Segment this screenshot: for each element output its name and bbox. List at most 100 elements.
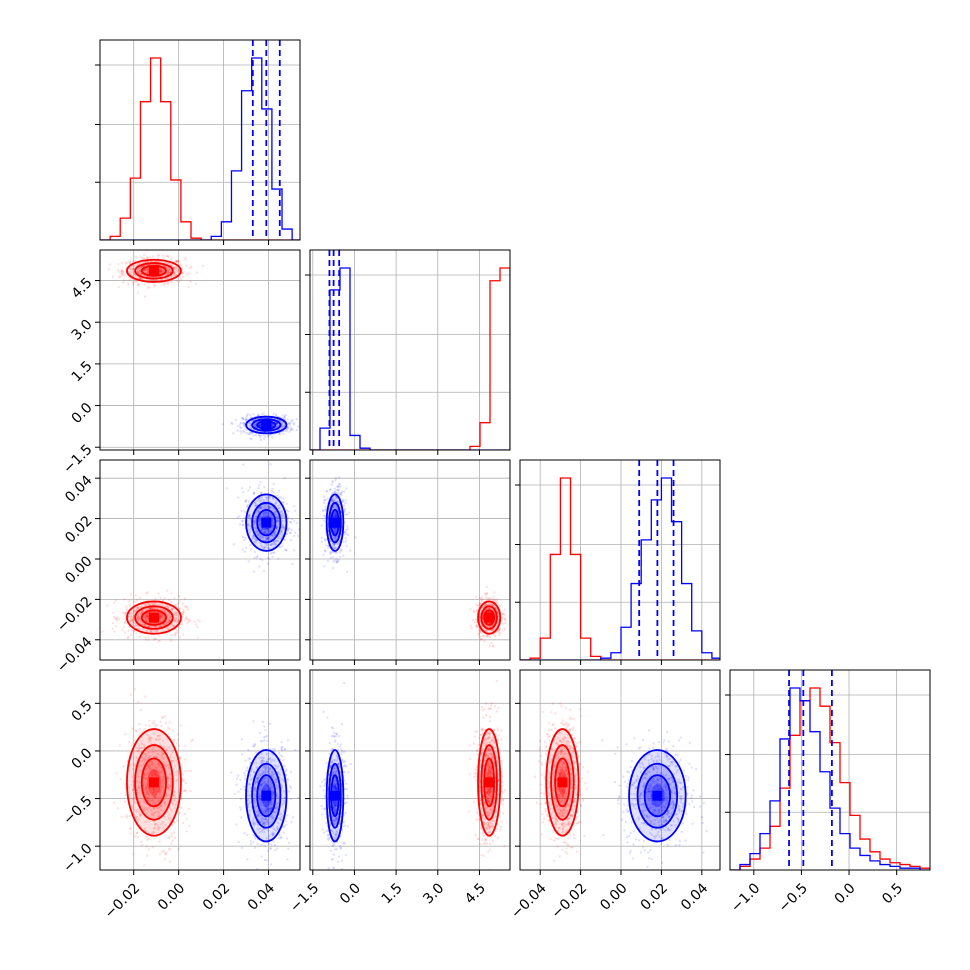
scatter-point (265, 807, 268, 811)
scatter-point (158, 272, 162, 275)
scatter-point (253, 786, 257, 789)
scatter-point (490, 628, 494, 632)
scatter-point (150, 832, 154, 835)
scatter-point (256, 815, 259, 818)
scatter-point (130, 270, 133, 273)
scatter-point (332, 506, 336, 509)
scatter-point (156, 254, 160, 258)
scatter-point (168, 619, 171, 623)
scatter-point (169, 848, 172, 851)
scatter-point (286, 739, 290, 742)
scatter-point (256, 555, 259, 558)
scatter-point (271, 423, 274, 426)
scatter-point (271, 521, 274, 525)
panel-2-2 (515, 459, 721, 665)
scatter-point (331, 492, 334, 495)
scatter-point (261, 528, 264, 532)
scatter-point (236, 429, 239, 432)
scatter-point (176, 733, 180, 736)
scatter-point (252, 413, 255, 416)
scatter-point (174, 265, 178, 269)
scatter-point (249, 786, 253, 790)
scatter-point (239, 778, 242, 782)
scatter-point (136, 284, 140, 287)
scatter-point (154, 771, 158, 774)
y-tick-label: 4.5 (69, 275, 96, 302)
scatter-point (258, 797, 262, 801)
scatter-point (168, 620, 171, 623)
scatter-point (264, 536, 268, 539)
scatter-point (137, 270, 140, 274)
scatter-point (277, 496, 281, 499)
scatter-point (487, 598, 491, 601)
scatter-point (260, 783, 263, 786)
scatter-point (333, 512, 337, 515)
scatter-point (280, 422, 284, 426)
scatter-point (261, 821, 264, 824)
scatter-point (159, 270, 162, 274)
scatter-point (176, 769, 179, 773)
scatter-point (175, 774, 178, 777)
scatter-point (166, 614, 170, 617)
scatter-point (249, 518, 252, 522)
scatter-point (134, 255, 137, 259)
scatter-point (323, 539, 327, 542)
scatter-point (331, 497, 334, 500)
scatter-point (328, 488, 332, 491)
scatter-point (270, 802, 273, 805)
scatter-point (158, 737, 162, 741)
scatter-point (120, 815, 123, 818)
scatter-point (485, 603, 488, 607)
scatter-point (256, 842, 259, 846)
scatter-point (497, 614, 500, 617)
scatter-point (337, 488, 341, 492)
scatter-point (343, 531, 346, 534)
scatter-point (249, 413, 252, 417)
scatter-point (153, 750, 157, 753)
scatter-point (134, 280, 137, 283)
scatter-point (164, 853, 168, 856)
scatter-point (268, 808, 271, 812)
scatter-point (259, 521, 262, 525)
scatter-point (272, 749, 276, 753)
scatter-point (149, 768, 152, 771)
scatter-point (149, 606, 152, 610)
scatter-point (182, 275, 185, 278)
panel-3-0: −0.02 0.00 0.02 0.04−1.0−0.50.00.5 (60, 669, 301, 922)
scatter-point (483, 593, 487, 596)
scatter-point (189, 619, 192, 622)
scatter-point (333, 531, 337, 535)
scatter-point (138, 277, 141, 280)
scatter-point (158, 619, 162, 623)
scatter-point (256, 776, 260, 780)
scatter-point (280, 786, 283, 789)
scatter-point (136, 268, 139, 272)
scatter-point (248, 513, 251, 517)
scatter-point (181, 633, 185, 636)
scatter-point (264, 812, 268, 815)
panel-1-0: −1.50.01.53.04.5 (60, 249, 301, 477)
scatter-point (139, 811, 142, 815)
scatter-point (338, 551, 342, 554)
scatter-point (269, 863, 273, 866)
scatter-point (165, 748, 168, 751)
scatter-point (252, 520, 256, 524)
scatter-point (246, 858, 249, 861)
scatter-point (172, 831, 175, 834)
scatter-point (128, 814, 132, 818)
scatter-point (257, 520, 261, 523)
scatter-point (247, 432, 250, 436)
scatter-point (146, 612, 150, 616)
scatter-point (184, 770, 187, 773)
scatter-point (123, 800, 127, 804)
scatter-point (167, 255, 170, 259)
scatter-point (270, 843, 273, 846)
scatter-point (475, 609, 479, 612)
scatter-point (252, 745, 255, 748)
scatter-point (184, 258, 187, 261)
scatter-point (259, 814, 262, 818)
scatter-point (145, 267, 148, 271)
contour-line (134, 262, 174, 280)
scatter-point (145, 268, 148, 271)
scatter-point (138, 596, 142, 600)
